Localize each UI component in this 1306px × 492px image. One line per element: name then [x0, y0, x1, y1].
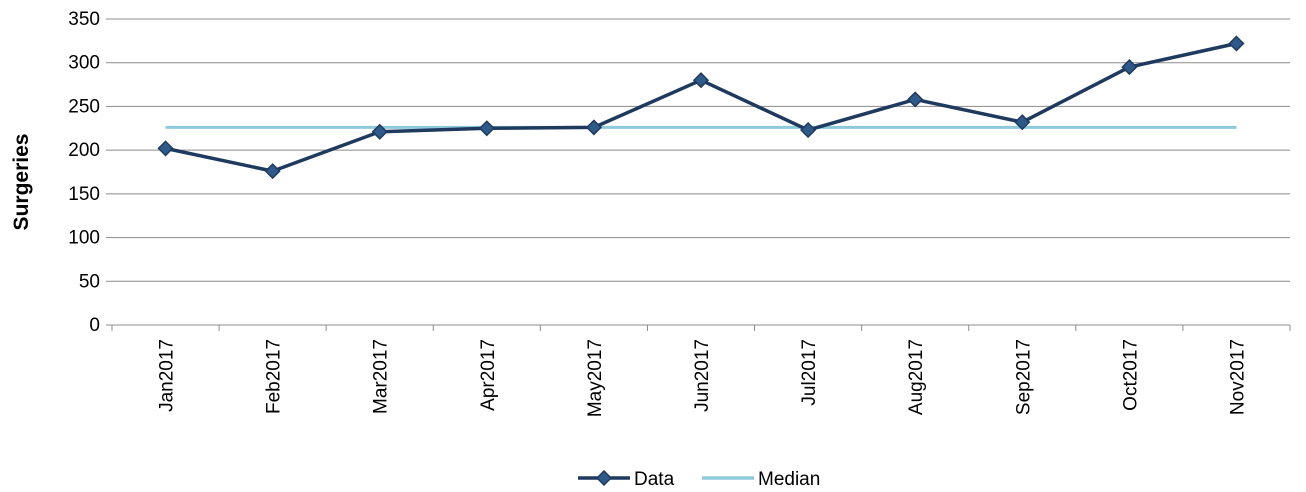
data-point-marker [157, 140, 174, 157]
legend-item-median: Median [702, 469, 820, 490]
legend-label: Median [758, 469, 820, 490]
x-tick-label: Mar2017 [371, 339, 392, 414]
y-tick-label: 350 [68, 9, 100, 30]
x-axis [111, 324, 1291, 331]
x-tick-label: Jan2017 [157, 339, 178, 412]
series-data [157, 35, 1245, 180]
legend-marker [595, 469, 613, 487]
data-point-marker [1014, 114, 1031, 131]
legend: Data Median [578, 469, 820, 490]
series-layer [157, 35, 1245, 180]
gridlines [112, 18, 1290, 282]
legend-item-data: Data [578, 469, 675, 490]
x-tick-label: Aug2017 [906, 339, 927, 415]
y-tick-label: 150 [68, 184, 100, 205]
data-point-marker [1121, 59, 1138, 76]
data-point-marker [478, 120, 495, 137]
x-tick-label: Oct2017 [1120, 339, 1141, 411]
y-axis-title: Surgeries [10, 134, 33, 231]
x-tick-label: Apr2017 [478, 339, 499, 411]
x-tick-label: Nov2017 [1227, 339, 1248, 415]
legend-label: Data [634, 469, 675, 490]
y-tick-label: 50 [79, 271, 100, 292]
x-tick-label: Feb2017 [264, 339, 285, 414]
data-point-marker [1228, 35, 1245, 52]
y-tick-label: 300 [68, 53, 100, 74]
data-point-marker [371, 123, 388, 140]
data-point-marker [264, 163, 281, 180]
x-tick-label: Sep2017 [1013, 339, 1034, 415]
x-tick-label: Jul2017 [799, 339, 820, 406]
y-tick-label: 100 [68, 228, 100, 249]
data-point-marker [907, 91, 924, 108]
y-tick-label: 0 [89, 315, 100, 336]
y-tick-label: 250 [68, 96, 100, 117]
data-point-marker [692, 72, 710, 89]
y-axis-ticks: 0 50 100 150 200 250 300 350 [68, 9, 112, 336]
x-tick-label: Jun2017 [692, 339, 713, 412]
data-point-marker [800, 121, 817, 139]
data-point-marker [585, 119, 602, 136]
y-tick-label: 200 [68, 140, 100, 161]
x-tick-label: May2017 [585, 339, 606, 417]
x-axis-ticks: Jan2017 Feb2017 Mar2017 Apr2017 May2017 Jun20… [157, 339, 1249, 417]
